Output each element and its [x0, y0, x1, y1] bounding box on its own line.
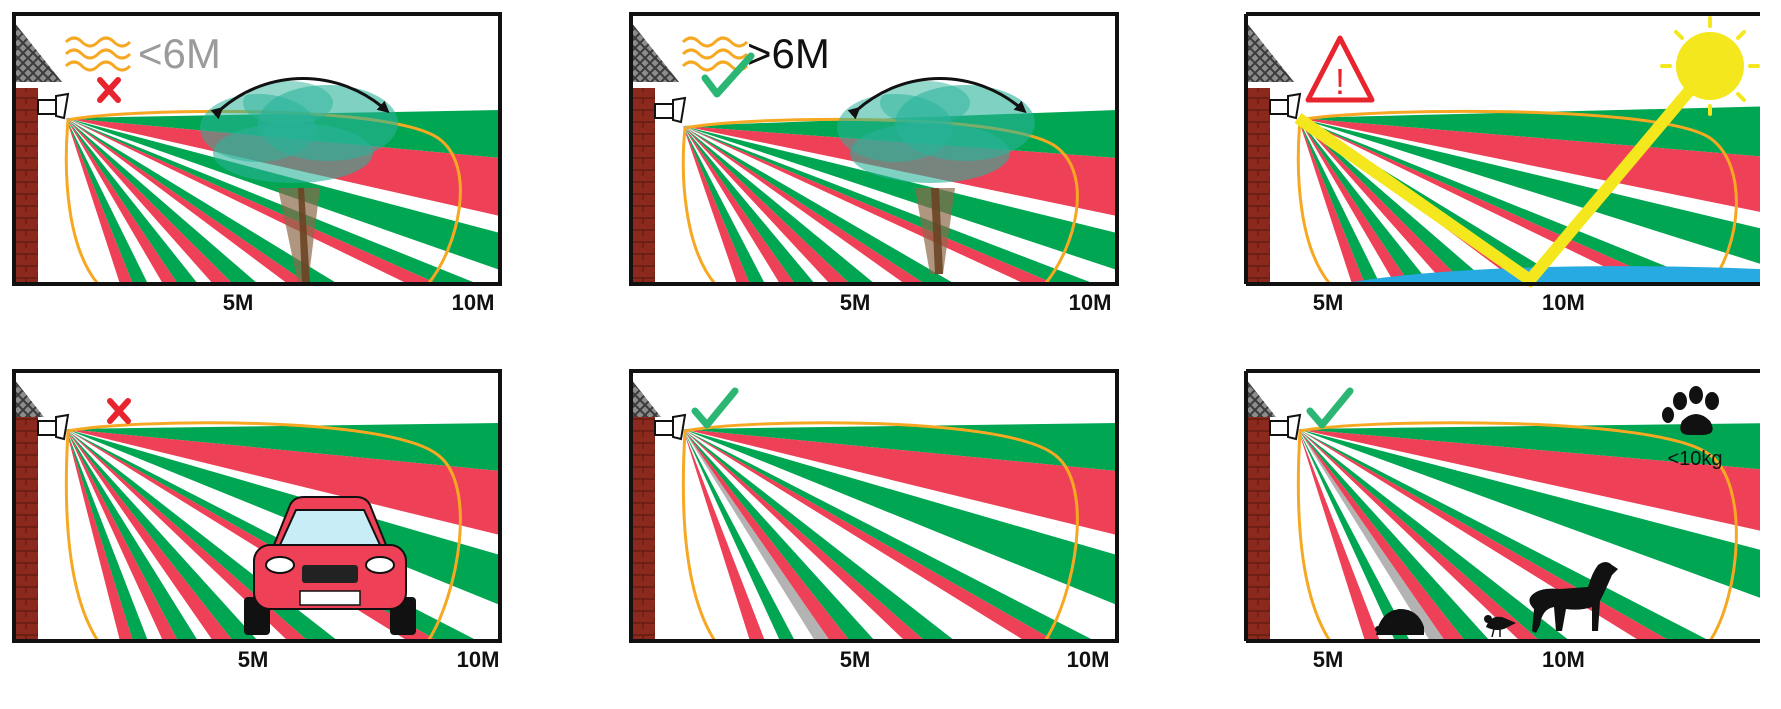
heat-waves-icon — [64, 36, 132, 72]
panel-sun-reflection: ! 5M 10M — [1240, 8, 1760, 348]
detection-zone — [631, 371, 1117, 642]
scale-label-mid: 5M — [223, 290, 254, 315]
car-icon — [244, 496, 416, 635]
panel-small-animals: <10kg 5M 10M — [1240, 365, 1760, 705]
detection-scene-tree-low: <6M 5M 10M — [12, 12, 502, 315]
detection-scene-clear: 5M 10M — [629, 369, 1119, 672]
weight-label: <10kg — [1667, 448, 1722, 470]
detection-scene-car: 5M 10M — [12, 369, 502, 672]
warning-icon: ! — [1305, 35, 1375, 103]
hedgehog-icon — [1375, 609, 1424, 635]
house — [631, 22, 687, 284]
panel-frame — [629, 369, 1119, 643]
scale-label-mid: 5M — [1313, 647, 1344, 672]
detector-icon — [1269, 92, 1302, 120]
house — [14, 22, 70, 284]
detector-icon — [654, 96, 687, 124]
detector-icon — [37, 413, 70, 441]
dog-icon — [1529, 562, 1618, 633]
sway-arrow-icon — [847, 77, 1027, 120]
scale-label-mid: 5M — [238, 647, 269, 672]
scale-label-far: 10M — [1542, 290, 1585, 315]
scale-label-far: 10M — [1542, 647, 1585, 672]
water-icon — [1340, 266, 1760, 284]
scale-label-mid: 5M — [840, 647, 871, 672]
detector-icon — [1269, 413, 1302, 441]
detection-zone — [1246, 371, 1760, 642]
panel-tree-low-detector: <6M 5M 10M — [8, 8, 528, 348]
detector-icon — [654, 413, 687, 441]
bird-icon — [1484, 615, 1516, 638]
cross-icon — [107, 398, 131, 424]
house — [14, 379, 70, 641]
height-label: >6M — [747, 30, 830, 77]
scale-label-far: 10M — [1067, 647, 1110, 672]
detection-scene-animals: <10kg 5M 10M — [1244, 369, 1760, 672]
check-icon — [701, 52, 755, 98]
detection-scene-tree-high: >6M 5M 10M — [629, 12, 1119, 315]
panel-frame — [1244, 12, 1760, 286]
house — [1246, 379, 1302, 641]
check-icon — [1306, 387, 1354, 429]
detection-scene-sun: ! 5M 10M — [1244, 12, 1760, 315]
panel-frame — [1244, 369, 1760, 643]
scale-label-far: 10M — [1069, 290, 1112, 315]
scale-label-far: 10M — [457, 647, 500, 672]
check-icon — [691, 387, 739, 429]
panel-clear-zone: 5M 10M — [625, 365, 1145, 705]
sun-reflection-icon — [1294, 74, 1705, 289]
warning-mark: ! — [1335, 61, 1345, 102]
paw-icon — [1662, 386, 1719, 435]
sway-arrow-icon — [210, 77, 390, 120]
house — [631, 379, 687, 641]
panel-frame — [12, 12, 502, 286]
scale-label-mid: 5M — [840, 290, 871, 315]
sun-icon — [1660, 16, 1760, 116]
cross-icon — [97, 77, 121, 103]
house — [1246, 22, 1302, 284]
panel-car: 5M 10M — [8, 365, 528, 705]
panel-frame — [12, 369, 502, 643]
detector-icon — [37, 92, 70, 120]
scale-label-far: 10M — [452, 290, 495, 315]
panel-frame — [629, 12, 1119, 286]
height-label: <6M — [138, 30, 221, 77]
scale-label-mid: 5M — [1313, 290, 1344, 315]
panel-tree-high-detector: >6M 5M 10M — [625, 8, 1145, 348]
